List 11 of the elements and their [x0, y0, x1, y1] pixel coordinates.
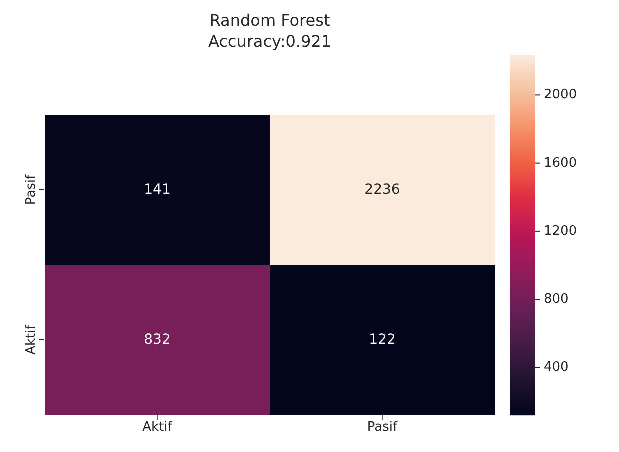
color-bar-label: 1600	[544, 156, 578, 171]
chart-subtitle: Accuracy:0.921	[207, 31, 333, 52]
color-bar-label: 400	[544, 360, 569, 376]
chart-title: Random Forest	[208, 10, 332, 31]
data-label: 2236	[364, 182, 400, 198]
color-bar-label: 1200	[544, 224, 578, 239]
color-bar-label: 800	[544, 292, 569, 308]
color-bar-label: 2000	[544, 88, 578, 103]
data-label: 141	[144, 182, 171, 198]
data-label: 122	[369, 332, 396, 348]
data-label: 832	[144, 332, 171, 348]
